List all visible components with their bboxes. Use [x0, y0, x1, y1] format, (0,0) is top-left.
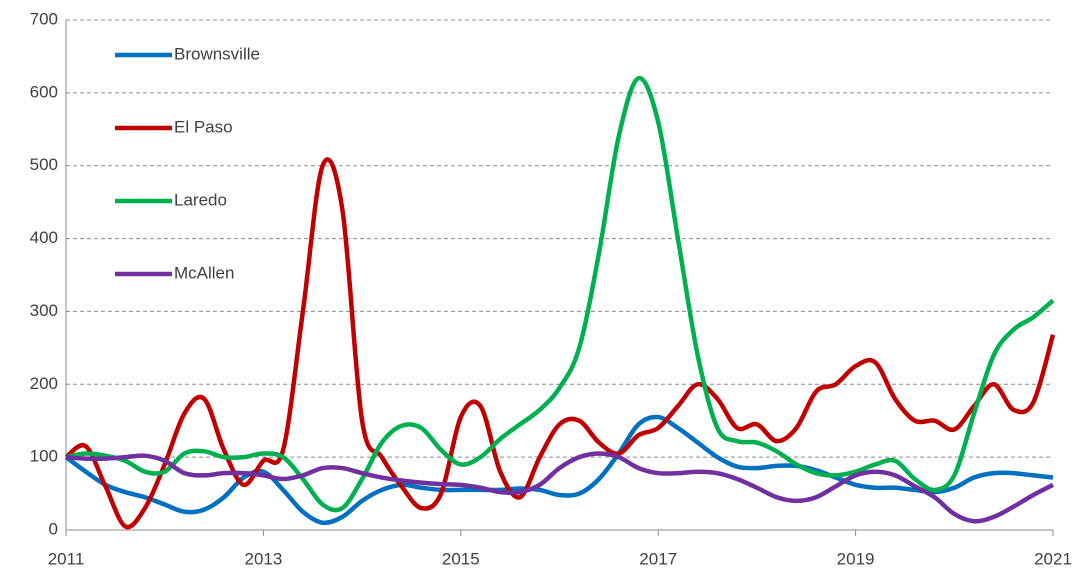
line-series — [64, 157, 1056, 530]
x-tick-label: 2017 — [639, 549, 677, 568]
y-tick-label: 300 — [30, 301, 58, 320]
y-tick-label: 700 — [30, 9, 58, 28]
legend-label: McAllen — [174, 263, 234, 282]
x-tick-label: 2021 — [1034, 549, 1072, 568]
y-tick-label: 400 — [30, 228, 58, 247]
x-tick-label: 2011 — [48, 549, 85, 568]
y-tick-label: 600 — [30, 82, 58, 101]
x-tick-label: 2013 — [244, 549, 282, 568]
line-series — [65, 76, 1055, 513]
legend-label: Brownsville — [174, 44, 260, 63]
legend-label: Laredo — [174, 190, 227, 209]
line-series — [64, 414, 1054, 526]
x-tick-label: 2019 — [837, 549, 875, 568]
y-tick-label: 100 — [30, 447, 58, 466]
legend-label: El Paso — [174, 117, 233, 136]
y-tick-label: 200 — [30, 374, 58, 393]
y-tick-label: 0 — [49, 519, 58, 538]
line-series — [65, 451, 1055, 524]
y-tick-label: 500 — [30, 155, 58, 174]
x-tick-label: 2015 — [442, 549, 480, 568]
